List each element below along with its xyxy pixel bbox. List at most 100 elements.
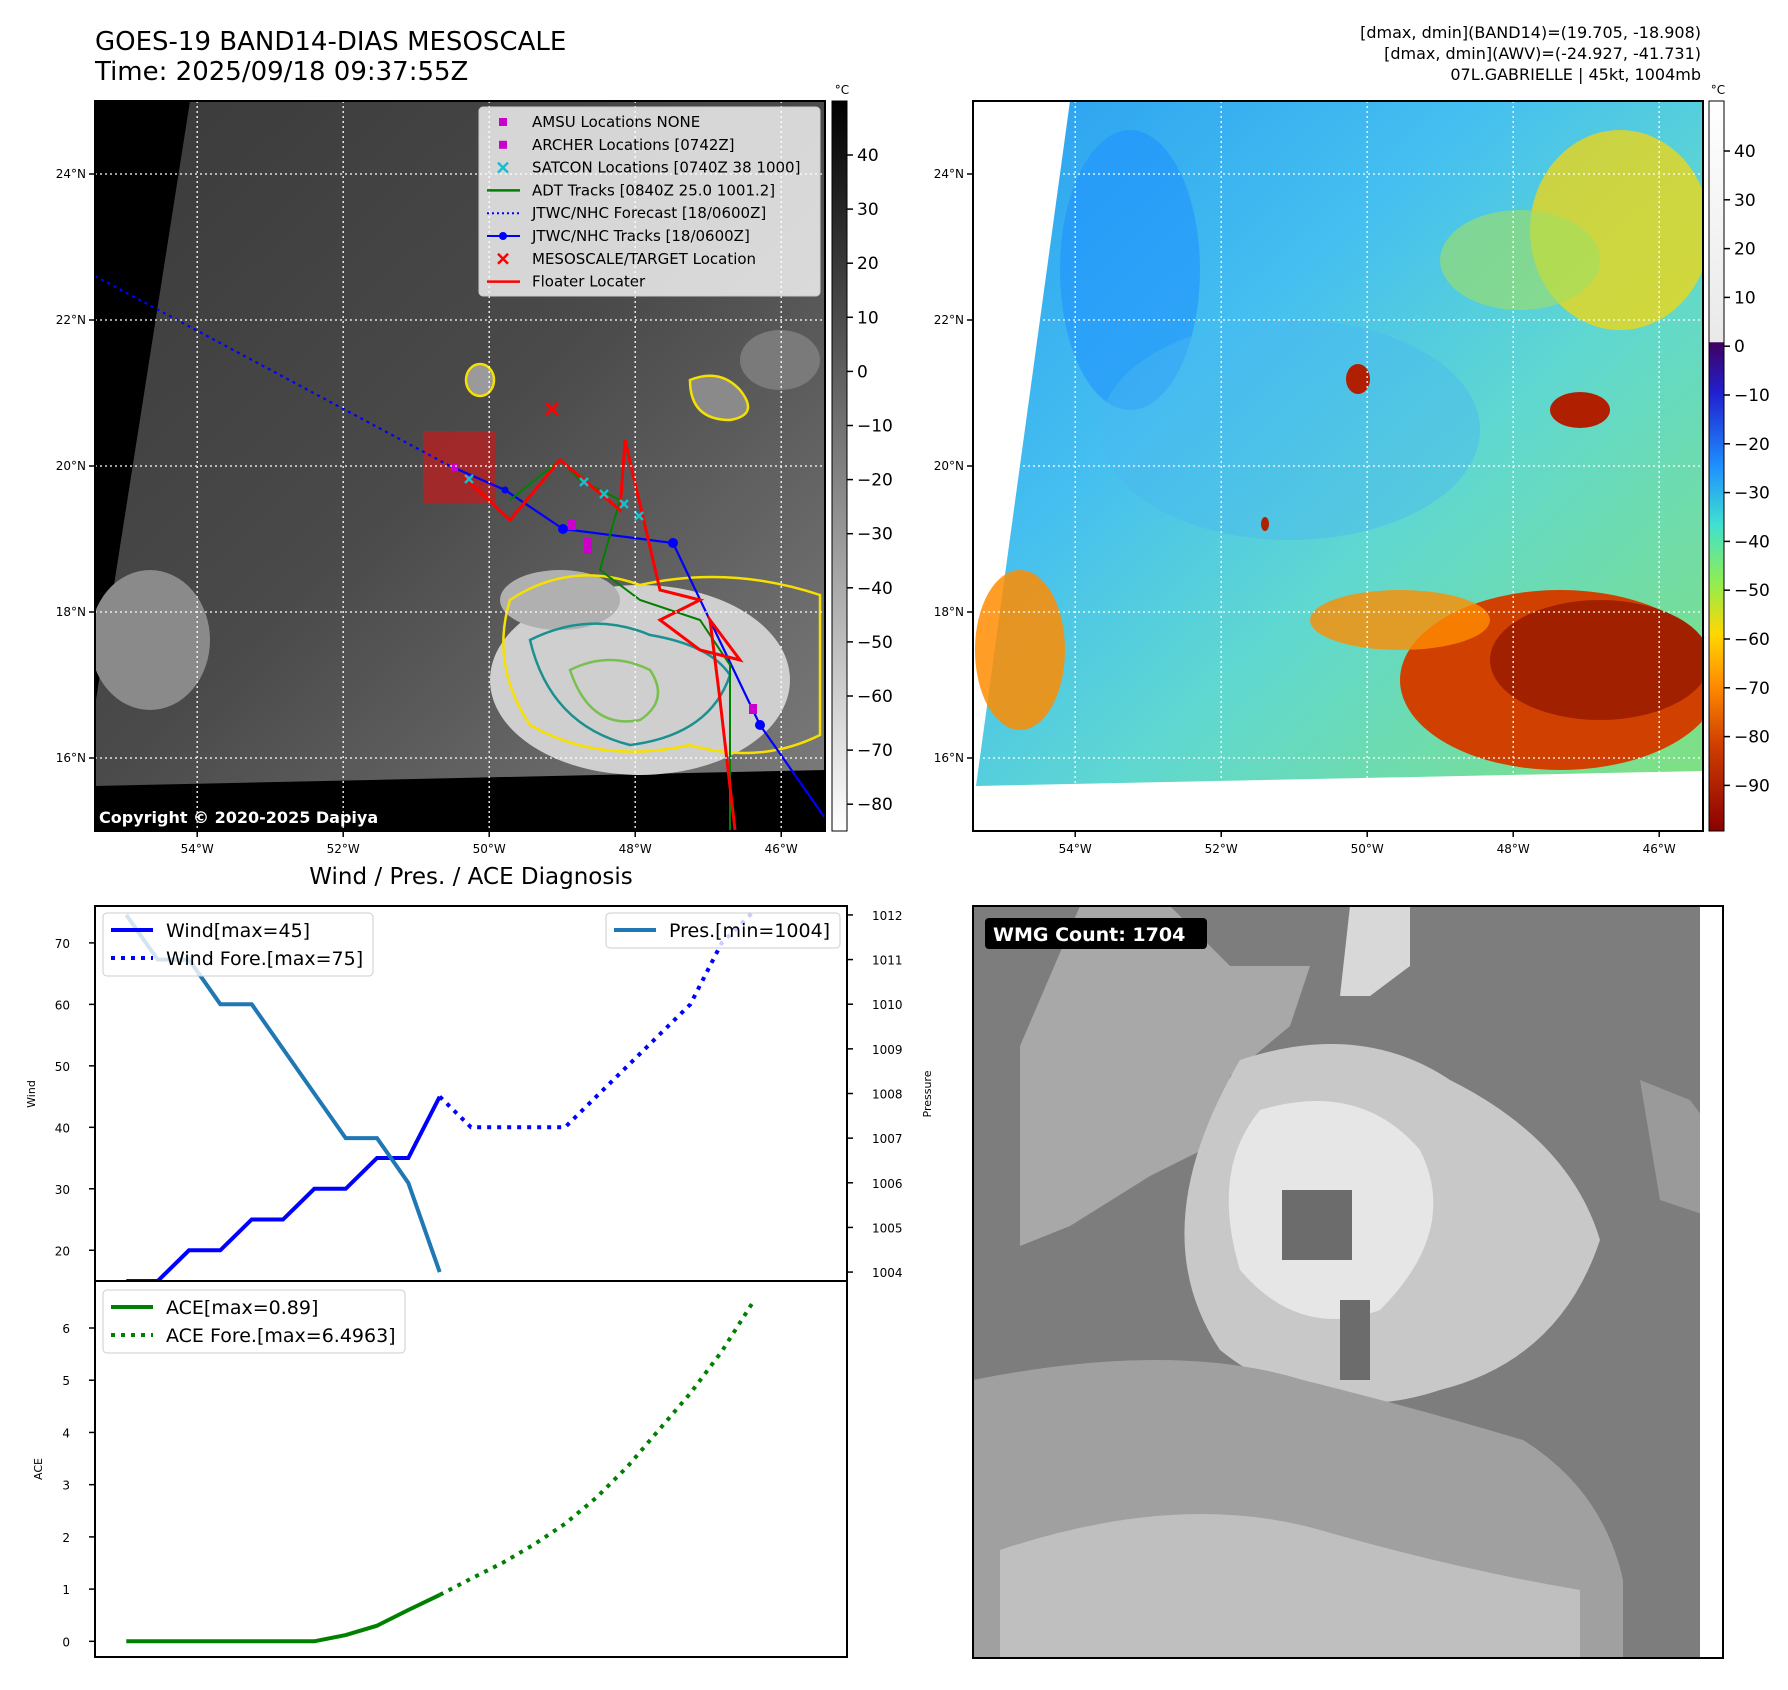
legend-label: ADT Tracks [0840Z 25.0 1001.2]: [532, 181, 775, 199]
colorbar-tick-label: −80: [1734, 728, 1770, 748]
legend-label: MESOSCALE/TARGET Location: [532, 250, 756, 268]
lat-tick-label: 24°N: [56, 167, 86, 181]
ir-colorbar-unit: °C: [835, 83, 849, 97]
y-tick-label: 5: [62, 1374, 70, 1388]
colorbar-tick-label: 10: [857, 308, 879, 328]
lat-tick-label: 22°N: [56, 313, 86, 327]
colorbar-tick-label: −40: [1734, 532, 1770, 552]
wmg-badge-bg: [985, 918, 1207, 949]
y-tick-label: 30: [55, 1183, 70, 1197]
lat-tick-label: 24°N: [934, 167, 964, 181]
legend-marker: [497, 161, 509, 174]
colorbar-tick-label: −80: [857, 795, 893, 815]
y-tick-label: 40: [55, 1121, 70, 1135]
lat-tick-label: 22°N: [934, 313, 964, 327]
lon-tick-label: 46°W: [765, 842, 798, 856]
awv-lon-ticks: 54°W 52°W 50°W 48°W 46°W: [1059, 831, 1676, 856]
awv-panel: °C 403020100−10−20−30−40−50−60−70−80−90 …: [934, 83, 1770, 856]
pressure-y-ticks: 1012 1011 1010 1009 1008 1007 1006 1005 1004: [847, 909, 903, 1280]
lon-tick-label: 54°W: [181, 842, 214, 856]
lon-tick-label: 52°W: [327, 842, 360, 856]
awv-gridlines: [973, 101, 1703, 831]
y-tick-label: 50: [55, 1060, 70, 1074]
lat-tick-label: 18°N: [934, 605, 964, 619]
awv-image: [973, 101, 1703, 831]
y-tick-label: 6: [62, 1322, 70, 1336]
series-line: [126, 1095, 442, 1283]
y-right-tick-label: 1005: [872, 1221, 903, 1235]
legend-marker: [499, 140, 507, 149]
lon-tick-label: 50°W: [473, 842, 506, 856]
pressure-y-label: Pressure: [921, 1070, 934, 1117]
figure-time: Time: 2025/09/18 09:37:55Z: [94, 57, 468, 87]
y-tick-label: 1: [62, 1583, 70, 1597]
y-tick-label: 20: [55, 1244, 70, 1258]
y-right-tick-label: 1007: [872, 1132, 903, 1146]
series-line: [438, 910, 755, 1130]
ace-y-label: ACE: [32, 1458, 45, 1480]
lat-tick-label: 16°N: [56, 751, 86, 765]
ir-lat-ticks: 24°N 22°N 20°N 18°N 16°N: [56, 167, 95, 765]
y-tick-label: 0: [62, 1635, 70, 1649]
wmg-count-badge: WMG Count: 1704: [993, 924, 1185, 946]
colorbar-tick-label: −20: [1734, 435, 1770, 455]
copyright: Copyright © 2020-2025 Dapiya: [99, 808, 378, 827]
legend-label: AMSU Locations NONE: [532, 113, 700, 131]
awv-colorbar-ticks: 40 30 20 10 0 −10 −20 −30 −40 −50 −60 −70 −80 −90: [1724, 142, 1770, 796]
colorbar-tick-label: −70: [1734, 679, 1770, 699]
lon-tick-label: 46°W: [1643, 842, 1676, 856]
colorbar-tick-label: −10: [1734, 386, 1770, 406]
legend-label: JTWC/NHC Forecast [18/0600Z]: [531, 204, 766, 222]
wmg-panel: WMG Count: 1704: [972, 905, 1724, 1659]
wind-y-label: Wind: [25, 1080, 38, 1108]
legend-ace-forecast: ACE Fore.[max=6.4963]: [166, 1325, 396, 1347]
ir-colorbar-ticks: 40 30 20 10 0 −10 −20 −30 −40 −50 −60 −70 −80: [847, 146, 893, 815]
y-tick-label: 3: [62, 1479, 70, 1493]
lon-tick-label: 50°W: [1351, 842, 1384, 856]
colorbar-tick-label: 10: [1734, 288, 1756, 308]
colorbar-tick-label: −30: [1734, 484, 1770, 504]
awv-colorbar-unit: °C: [1711, 83, 1725, 97]
legend-label: JTWC/NHC Tracks [18/0600Z]: [531, 227, 750, 245]
wmg-image: [973, 906, 1723, 1658]
lat-tick-label: 16°N: [934, 751, 964, 765]
lon-tick-label: 52°W: [1205, 842, 1238, 856]
ir-colorbar: [831, 100, 848, 832]
ir-panel: AMSU Locations NONE ARCHER Locations [074…: [56, 83, 893, 856]
ace-series: [126, 1301, 755, 1644]
lat-tick-label: 20°N: [56, 459, 86, 473]
info-storm: 07L.GABRIELLE | 45kt, 1004mb: [1450, 65, 1701, 84]
wind-y-ticks: 70 60 50 40 30 20: [55, 937, 95, 1258]
colorbar-tick-label: −50: [1734, 581, 1770, 601]
legend-marker: [499, 232, 507, 240]
colorbar-tick-label: −60: [1734, 630, 1770, 650]
colorbar-tick-label: 20: [1734, 240, 1756, 260]
colorbar-tick-label: 40: [857, 146, 879, 166]
y-tick-label: 60: [55, 998, 70, 1012]
y-tick-label: 70: [55, 937, 70, 951]
y-right-tick-label: 1008: [872, 1088, 903, 1102]
awv-lat-ticks: 24°N 22°N 20°N 18°N 16°N: [934, 167, 973, 765]
lon-tick-label: 48°W: [619, 842, 652, 856]
wind-legend: Wind[max=45] Wind Fore.[max=75]: [102, 912, 374, 977]
ace-chart: 6 5 4 3 2 1 0 ACE ACE[max=0.89] ACE Fore.[max=…: [32, 1280, 848, 1658]
legend-label: ARCHER Locations [0742Z]: [532, 136, 735, 154]
y-right-tick-label: 1009: [872, 1043, 903, 1057]
legend-marker: [497, 252, 509, 265]
colorbar-tick-label: −10: [857, 417, 893, 437]
figure-title: GOES-19 BAND14-DIAS MESOSCALE: [95, 27, 566, 57]
colorbar-tick-label: −60: [857, 687, 893, 707]
colorbar-tick-label: 0: [857, 362, 868, 382]
info-band14: [dmax, dmin](BAND14)=(19.705, -18.908): [1360, 23, 1701, 42]
info-awv: [dmax, dmin](AWV)=(-24.927, -41.731): [1384, 44, 1701, 63]
awv-colorbar: [1708, 100, 1725, 832]
ir-lon-ticks: 54°W 52°W 50°W 48°W 46°W: [181, 831, 798, 856]
y-right-tick-label: 1011: [872, 954, 903, 968]
y-tick-label: 4: [62, 1426, 70, 1440]
colorbar-tick-label: −30: [857, 525, 893, 545]
legend-ace: ACE[max=0.89]: [166, 1297, 318, 1319]
lat-tick-label: 20°N: [934, 459, 964, 473]
ace-y-ticks: 6 5 4 3 2 1 0: [62, 1322, 95, 1649]
lat-tick-label: 18°N: [56, 605, 86, 619]
colorbar-tick-label: −90: [1734, 776, 1770, 796]
